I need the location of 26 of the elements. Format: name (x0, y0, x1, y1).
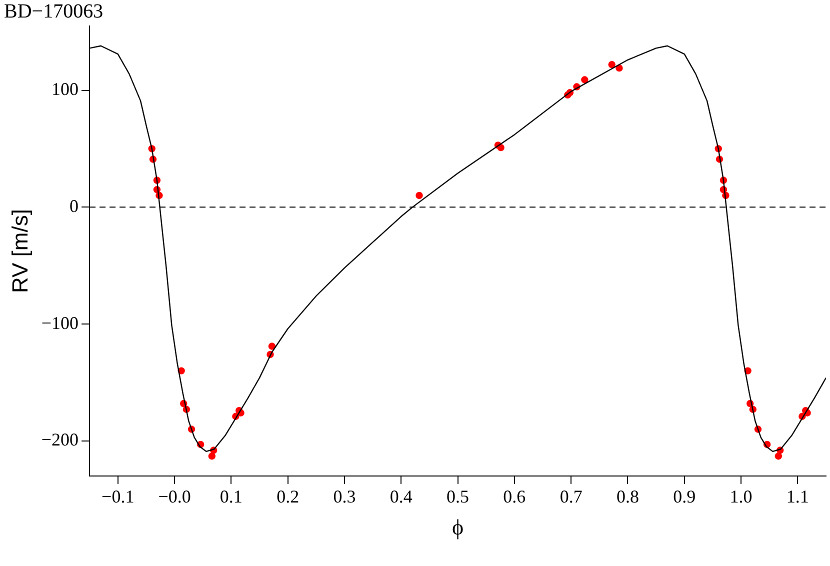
point (416, 192, 423, 200)
x-tick-label: 0.9 (673, 486, 696, 507)
x-tick-label: −0.0 (158, 486, 191, 507)
point (581, 76, 588, 84)
y-tick-label: −200 (41, 430, 79, 450)
point (774, 452, 782, 460)
x-tick-label: 0.6 (503, 486, 526, 507)
x-tick-label: 0.1 (220, 486, 242, 507)
point (268, 342, 276, 350)
y-tick-label: 0 (70, 196, 79, 216)
x-tick-label: 0.2 (276, 486, 300, 507)
x-tick-label: 1.0 (730, 486, 752, 507)
x-tick-label: 0.8 (616, 486, 639, 507)
x-tick-label: 0.5 (446, 486, 470, 507)
x-tick-label: 0.7 (560, 486, 582, 507)
y-axis-title: RV [m/s] (7, 209, 32, 293)
point (608, 60, 616, 68)
x-tick-label: 0.4 (390, 486, 412, 507)
x-tick-label: 1.1 (786, 486, 809, 507)
point (208, 452, 216, 460)
x-tick-label: 0.3 (333, 486, 356, 507)
x-tick-label: −0.1 (102, 486, 134, 507)
x-axis-title: ϕ (452, 514, 464, 540)
y-tick-label: 100 (52, 79, 79, 100)
chart-title: BD−170063 (4, 0, 104, 22)
y-tick-label: −100 (41, 312, 79, 333)
